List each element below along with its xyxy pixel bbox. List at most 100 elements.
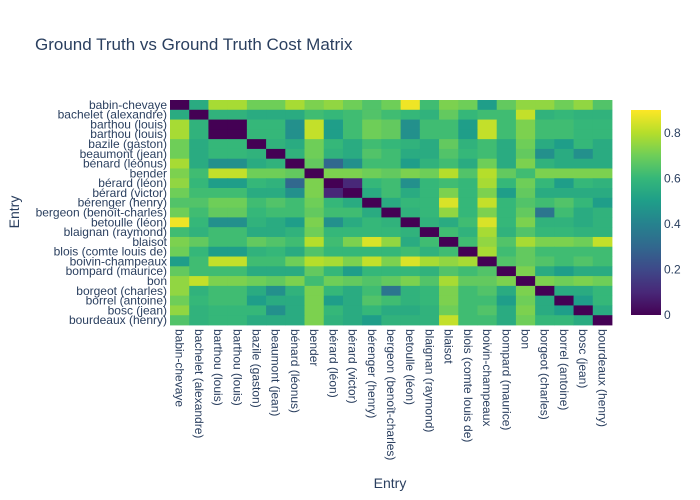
x-tick-label: beaumont (jean) xyxy=(269,329,283,416)
heatmap-cell xyxy=(477,207,498,218)
heatmap-cell xyxy=(304,100,325,111)
x-tick-label: bon xyxy=(519,329,533,349)
heatmap-cell xyxy=(515,168,536,179)
heatmap-cell xyxy=(515,295,536,306)
heatmap-cell xyxy=(592,207,613,218)
heatmap-cell xyxy=(573,295,594,306)
x-tick-label: bénard (léonus) xyxy=(288,329,302,413)
heatmap-cell xyxy=(419,148,440,160)
heatmap-cell xyxy=(304,109,325,120)
heatmap-cell xyxy=(535,246,555,257)
heatmap-cell xyxy=(439,315,459,326)
y-tick-label: blois (comte louis de) xyxy=(54,245,167,259)
heatmap-cell xyxy=(189,305,209,316)
heatmap-cell xyxy=(170,276,190,287)
y-tick-label: bénard (léonus) xyxy=(83,157,167,171)
heatmap-cell xyxy=(554,207,574,218)
heatmap-cell xyxy=(189,266,209,277)
heatmap-cell xyxy=(189,119,209,130)
heatmap-cell xyxy=(573,315,594,326)
heatmap-cell xyxy=(323,305,344,316)
heatmap-cell xyxy=(342,178,363,189)
heatmap-cell xyxy=(535,305,555,316)
heatmap-cell xyxy=(362,119,382,130)
heatmap-cell xyxy=(592,168,613,179)
heatmap-cell xyxy=(246,207,267,218)
heatmap-cell xyxy=(342,168,363,179)
heatmap-cell xyxy=(458,276,478,287)
heatmap-cell xyxy=(170,256,190,267)
heatmap-cell xyxy=(573,236,594,248)
heatmap-cell xyxy=(400,197,421,209)
heatmap-cell xyxy=(323,100,344,111)
heatmap-cell xyxy=(285,276,305,287)
heatmap-cell xyxy=(246,256,267,267)
heatmap-cell xyxy=(189,246,209,257)
heatmap-cell xyxy=(189,139,209,150)
y-tick-label: bosc (jean) xyxy=(108,303,167,317)
heatmap-cell xyxy=(266,129,286,140)
heatmap-cell xyxy=(189,100,209,111)
heatmap-cell xyxy=(323,217,344,228)
heatmap-cell xyxy=(170,236,190,248)
heatmap-cell xyxy=(381,227,402,238)
heatmap-cell xyxy=(419,236,440,248)
heatmap-cell xyxy=(554,148,574,160)
heatmap-cell xyxy=(554,119,574,130)
heatmap-cell xyxy=(573,285,594,297)
heatmap-cell xyxy=(246,285,267,297)
heatmap-cell xyxy=(573,100,594,111)
heatmap-cell xyxy=(381,315,402,326)
heatmap-cell xyxy=(342,227,363,238)
y-tick-label: bérard (victor) xyxy=(92,186,167,200)
heatmap-cell xyxy=(400,109,421,120)
heatmap-cell xyxy=(285,188,305,199)
heatmap-cell xyxy=(362,129,382,140)
heatmap-cell xyxy=(208,119,229,130)
heatmap-cell xyxy=(419,129,440,140)
heatmap-cell xyxy=(496,178,517,189)
heatmap-cell xyxy=(496,188,517,199)
heatmap-cell xyxy=(477,139,498,150)
heatmap-cell xyxy=(400,266,421,277)
heatmap-cell xyxy=(189,256,209,267)
heatmap-cell xyxy=(266,158,286,169)
heatmap-cell xyxy=(535,207,555,218)
heatmap-cell xyxy=(246,158,267,169)
heatmap-cell xyxy=(342,148,363,160)
heatmap-cell xyxy=(342,285,363,297)
heatmap-cell xyxy=(266,305,286,316)
heatmap-cell xyxy=(400,178,421,189)
heatmap-cell xyxy=(362,315,382,326)
heatmap-cell xyxy=(227,246,248,257)
heatmap-cell xyxy=(419,139,440,150)
heatmap-cell xyxy=(458,217,478,228)
x-tick-label: borgeot (charles) xyxy=(538,329,552,420)
heatmap-cell xyxy=(458,148,478,160)
heatmap-cell xyxy=(285,139,305,150)
heatmap-cell xyxy=(304,315,325,326)
heatmap-cell xyxy=(535,276,555,287)
heatmap-cell xyxy=(189,148,209,160)
heatmap-cell xyxy=(227,256,248,267)
heatmap-cell xyxy=(573,178,594,189)
heatmap-cell xyxy=(535,256,555,267)
heatmap-cell xyxy=(535,295,555,306)
heatmap-cell xyxy=(208,129,229,140)
heatmap-cell xyxy=(227,168,248,179)
x-tick-label: blois (comte louis de) xyxy=(461,329,475,442)
heatmap-cell xyxy=(208,276,229,287)
heatmap-cell xyxy=(189,285,209,297)
heatmap-cell xyxy=(477,256,498,267)
heatmap-cell xyxy=(189,168,209,179)
heatmap-cell xyxy=(554,178,574,189)
heatmap-cell xyxy=(189,227,209,238)
heatmap-cell xyxy=(362,158,382,169)
heatmap-cell xyxy=(477,295,498,306)
heatmap-cell xyxy=(208,207,229,218)
heatmap-cell xyxy=(304,276,325,287)
heatmap-cell xyxy=(592,266,613,277)
heatmap-cell xyxy=(419,188,440,199)
heatmap-cell xyxy=(208,256,229,267)
heatmap-cell xyxy=(573,256,594,267)
